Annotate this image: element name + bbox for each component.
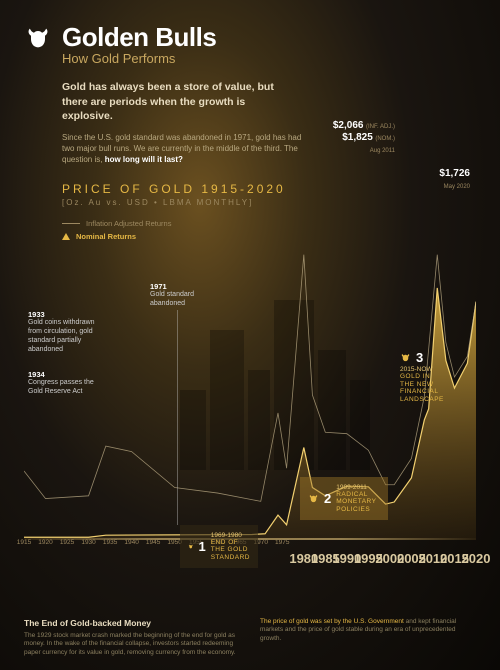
x-tick: 1975 [275,539,289,546]
intro-text: Gold has always been a store of value, b… [62,80,292,124]
x-tick: 1925 [60,539,74,546]
footer-left: The End of Gold-backed Money The 1929 st… [24,618,240,658]
peak-2011: $2,066 (INF. ADJ.) $1,825 (NOM.) Aug 201… [333,120,395,155]
legend-inflation: Inflation Adjusted Returns [86,219,171,228]
x-tick: 1915 [17,539,31,546]
annot-1971: 1971 Gold standard abandoned [150,282,210,309]
bull-icon [308,493,319,504]
annot-line-1971 [177,310,178,525]
x-tick: 1920 [38,539,52,546]
era-3: 3 2015-NOW GOLD IN THE NEW FINANCIAL LAN… [392,344,472,410]
legend-nominal: Nominal Returns [76,232,136,241]
annot-1934: 1934 Congress passes the Gold Reserve Ac… [28,370,98,397]
x-tick: 1935 [103,539,117,546]
bull-icon [188,541,193,552]
footer-right: The price of gold was set by the U.S. Go… [260,618,476,658]
desc-text: Since the U.S. gold standard was abandon… [62,132,302,166]
annot-1933: 1933 Gold coins withdrawn from circulati… [28,310,98,354]
x-tick: 1945 [146,539,160,546]
legend: Inflation Adjusted Returns Nominal Retur… [62,219,476,241]
bull-icon [400,352,411,363]
x-tick: 1930 [81,539,95,546]
chart-title: PRICE OF GOLD 1915-2020 [62,182,476,196]
bull-icon [24,24,52,52]
page-title: Golden Bulls [62,22,216,53]
peak-2020: $1,726 May 2020 [439,168,470,191]
x-tick: 2020 [462,551,491,566]
chart-subtitle: [Oz. Au vs. USD • LBMA MONTHLY] [62,198,476,207]
x-tick: 1940 [124,539,138,546]
era-1: 1 1969-1980 END OF THE GOLD STANDARD [180,525,258,568]
era-2: 2 1999-2011 RADICAL MONETARY POLICIES [300,477,388,520]
page-subtitle: How Gold Performs [62,51,476,66]
